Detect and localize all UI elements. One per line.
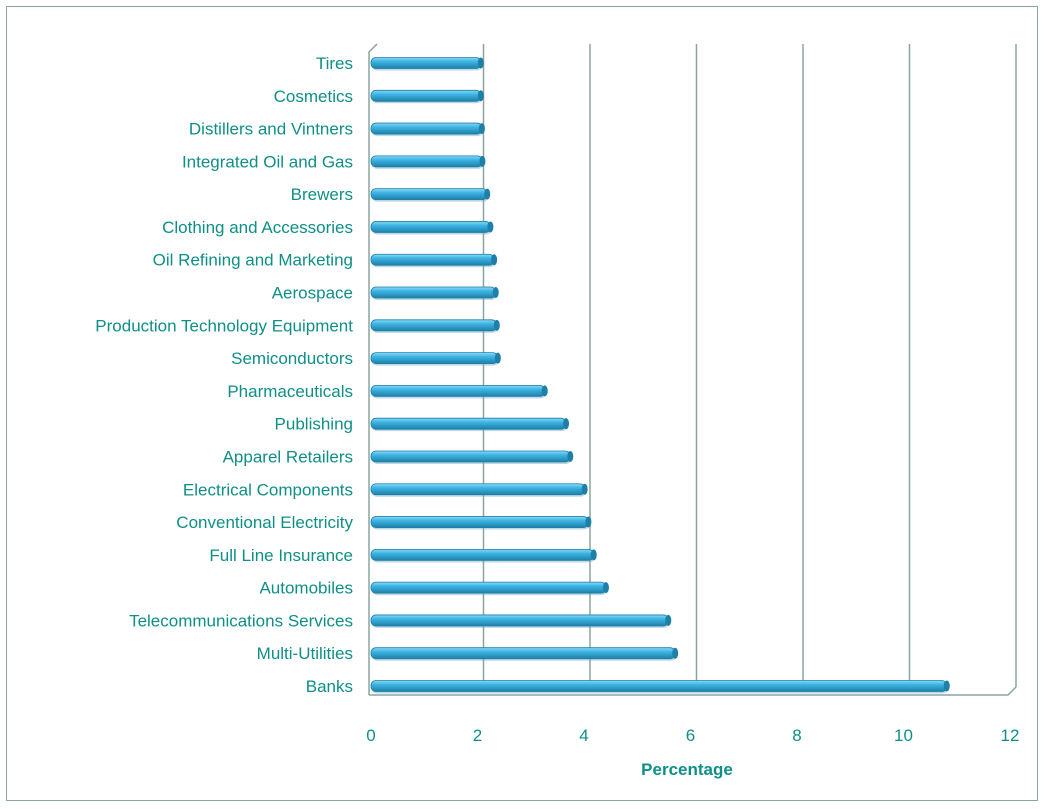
y-axis-wall	[368, 43, 378, 695]
category-label: Cosmetics	[274, 87, 353, 106]
category-label: Pharmaceuticals	[227, 382, 353, 401]
bar-chart: Tires Cosmetics Distillers and Vintners Int…	[95, 43, 1019, 779]
category-label: Apparel Retailers	[223, 447, 353, 466]
bar	[370, 352, 501, 366]
x-tick-labels: 0 2 4 6 8 10 12	[366, 726, 1019, 745]
bar	[370, 384, 548, 399]
category-label: Telecommunications Services	[129, 611, 353, 630]
x-tick-label: 8	[792, 726, 801, 745]
bar	[370, 483, 588, 497]
bar	[370, 581, 609, 596]
bar	[370, 221, 494, 235]
bar	[370, 253, 498, 268]
bar	[370, 188, 491, 202]
x-tick-label: 10	[894, 726, 913, 745]
chart-frame: Tires Cosmetics Distillers and Vintners Int…	[6, 6, 1038, 801]
category-label: Multi-Utilities	[257, 644, 353, 663]
category-label: Full Line Insurance	[209, 546, 353, 565]
category-label: Conventional Electricity	[176, 513, 353, 532]
category-label: Clothing and Accessories	[162, 218, 353, 237]
x-tick-label: 6	[686, 726, 695, 745]
x-tick-label: 12	[1001, 726, 1020, 745]
bar	[370, 155, 486, 169]
bar	[370, 516, 592, 530]
bar	[370, 57, 484, 71]
category-label: Brewers	[291, 185, 353, 204]
category-label: Production Technology Equipment	[95, 316, 353, 335]
category-labels: Tires Cosmetics Distillers and Vintners Int…	[95, 54, 353, 696]
category-label: Publishing	[275, 415, 353, 434]
category-label: Banks	[306, 677, 353, 696]
bar	[370, 614, 672, 628]
category-label: Electrical Components	[183, 480, 353, 499]
bars	[370, 57, 950, 694]
bar	[370, 647, 679, 661]
x-tick-label: 2	[473, 726, 482, 745]
category-label: Semiconductors	[231, 349, 353, 368]
category-label: Integrated Oil and Gas	[182, 152, 353, 171]
bar	[370, 417, 570, 432]
bar	[370, 548, 597, 563]
category-label: Oil Refining and Marketing	[153, 251, 353, 270]
category-label: Tires	[316, 54, 353, 73]
x-tick-label: 0	[366, 726, 375, 745]
bar	[370, 286, 499, 301]
gridlines	[368, 43, 1017, 696]
bar	[370, 122, 485, 137]
bar	[370, 319, 500, 333]
x-tick-label: 4	[579, 726, 588, 745]
category-label: Automobiles	[259, 579, 353, 598]
x-axis-title: Percentage	[641, 760, 733, 779]
category-label: Distillers and Vintners	[189, 120, 353, 139]
bar	[370, 89, 484, 104]
x-axis-baseline	[369, 686, 1017, 696]
category-label: Aerospace	[272, 284, 353, 303]
bar	[370, 450, 574, 464]
bar	[370, 680, 950, 694]
